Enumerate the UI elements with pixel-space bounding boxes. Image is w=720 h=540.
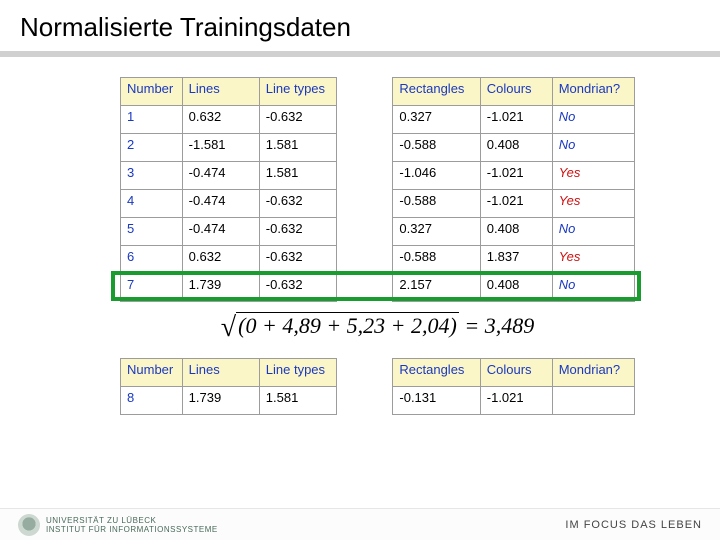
cell-colours: -1.021 [480, 106, 552, 134]
cell-rectangles: -0.588 [393, 134, 480, 162]
title-rule [0, 51, 720, 57]
cell-colours: 0.408 [480, 134, 552, 162]
query-data-table: Number Lines Line types Rectangles Colou… [120, 358, 635, 415]
cell-gap [336, 134, 393, 162]
cell-rectangles: 0.327 [393, 218, 480, 246]
cell-number: 4 [121, 190, 183, 218]
cell-linetypes: 1.581 [259, 134, 336, 162]
cell-lines: 0.632 [182, 246, 259, 274]
col-mondrian: Mondrian? [552, 359, 634, 387]
cell-lines: -0.474 [182, 162, 259, 190]
col-number: Number [121, 359, 183, 387]
cell-colours: -1.021 [480, 162, 552, 190]
col-gap [336, 359, 393, 387]
cell-lines: -0.474 [182, 190, 259, 218]
cell-rectangles: -1.046 [393, 162, 480, 190]
cell-gap [336, 218, 393, 246]
cell-colours: -1.021 [480, 190, 552, 218]
col-lines: Lines [182, 78, 259, 106]
cell-linetypes: 1.581 [259, 162, 336, 190]
col-rectangles: Rectangles [393, 359, 480, 387]
page-title: Normalisierte Trainingsdaten [0, 0, 720, 51]
cell-lines: 0.632 [182, 106, 259, 134]
formula-radicand: (0 + 4,89 + 5,23 + 2,04) [238, 313, 457, 338]
footer-institute: INSTITUT FÜR INFORMATIONSSYSTEME [46, 525, 218, 534]
footer-uni-name: UNIVERSITÄT ZU LÜBECK [46, 516, 218, 525]
col-lines: Lines [182, 359, 259, 387]
training-data-table: Number Lines Line types Rectangles Colou… [120, 77, 635, 302]
sqrt-symbol: √ [221, 312, 236, 343]
cell-number: 1 [121, 106, 183, 134]
cell-rectangles: 0.327 [393, 106, 480, 134]
cell-linetypes: -0.632 [259, 106, 336, 134]
table-row: 60.632-0.632 -0.5881.837Yes [121, 246, 635, 274]
cell-gap [336, 190, 393, 218]
cell-number: 3 [121, 162, 183, 190]
cell-mondrian: No [552, 218, 634, 246]
col-mondrian: Mondrian? [552, 78, 634, 106]
col-colours: Colours [480, 78, 552, 106]
formula-result: = 3,489 [459, 313, 534, 338]
cell-gap [336, 162, 393, 190]
table-header-row: Number Lines Line types Rectangles Colou… [121, 78, 635, 106]
table-row: 10.632-0.632 0.327-1.021No [121, 106, 635, 134]
table-row: 4-0.474-0.632 -0.588-1.021Yes [121, 190, 635, 218]
col-colours: Colours [480, 359, 552, 387]
cell-mondrian: Yes [552, 162, 634, 190]
table-row: 3-0.4741.581 -1.046-1.021Yes [121, 162, 635, 190]
table-row: 2-1.5811.581 -0.5880.408No [121, 134, 635, 162]
cell-mondrian [552, 387, 634, 415]
cell-gap [336, 274, 393, 302]
cell-rectangles: 2.157 [393, 274, 480, 302]
cell-mondrian: No [552, 134, 634, 162]
cell-gap [336, 387, 393, 415]
cell-number: 7 [121, 274, 183, 302]
cell-gap [336, 106, 393, 134]
cell-lines: -0.474 [182, 218, 259, 246]
col-number: Number [121, 78, 183, 106]
cell-linetypes: -0.632 [259, 274, 336, 302]
cell-colours: 0.408 [480, 218, 552, 246]
main-content: Number Lines Line types Rectangles Colou… [0, 77, 720, 415]
cell-lines: 1.739 [182, 274, 259, 302]
cell-linetypes: -0.632 [259, 190, 336, 218]
col-linetypes: Line types [259, 359, 336, 387]
table1-wrap: Number Lines Line types Rectangles Colou… [120, 77, 635, 302]
table-header-row: Number Lines Line types Rectangles Colou… [121, 359, 635, 387]
col-rectangles: Rectangles [393, 78, 480, 106]
cell-colours: -1.021 [480, 387, 552, 415]
cell-mondrian: No [552, 106, 634, 134]
cell-linetypes: -0.632 [259, 246, 336, 274]
cell-colours: 0.408 [480, 274, 552, 302]
cell-number: 8 [121, 387, 183, 415]
slide-footer: UNIVERSITÄT ZU LÜBECK INSTITUT FÜR INFOR… [0, 508, 720, 540]
cell-mondrian: Yes [552, 246, 634, 274]
footer-left: UNIVERSITÄT ZU LÜBECK INSTITUT FÜR INFOR… [18, 514, 218, 536]
footer-slogan: IM FOCUS DAS LEBEN [565, 519, 702, 531]
cell-rectangles: -0.131 [393, 387, 480, 415]
col-gap [336, 78, 393, 106]
col-linetypes: Line types [259, 78, 336, 106]
table-row: 5-0.474-0.632 0.3270.408No [121, 218, 635, 246]
cell-lines: 1.739 [182, 387, 259, 415]
cell-linetypes: -0.632 [259, 218, 336, 246]
cell-linetypes: 1.581 [259, 387, 336, 415]
table-row: 71.739-0.632 2.1570.408No [121, 274, 635, 302]
university-logo [18, 514, 40, 536]
cell-lines: -1.581 [182, 134, 259, 162]
cell-gap [336, 246, 393, 274]
cell-mondrian: No [552, 274, 634, 302]
distance-formula: √(0 + 4,89 + 5,23 + 2,04) = 3,489 [120, 302, 635, 358]
cell-colours: 1.837 [480, 246, 552, 274]
cell-number: 6 [121, 246, 183, 274]
cell-number: 2 [121, 134, 183, 162]
cell-number: 5 [121, 218, 183, 246]
table-row: 81.7391.581 -0.131-1.021 [121, 387, 635, 415]
cell-rectangles: -0.588 [393, 190, 480, 218]
cell-mondrian: Yes [552, 190, 634, 218]
cell-rectangles: -0.588 [393, 246, 480, 274]
